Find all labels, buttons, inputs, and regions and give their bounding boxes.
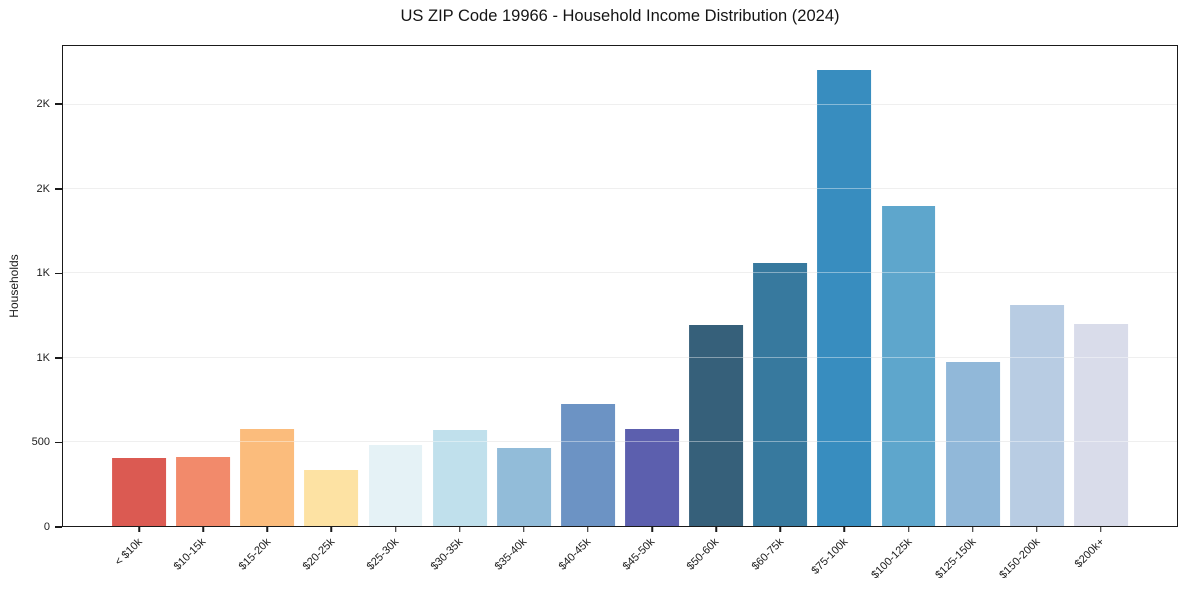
x-tick-mark [266, 526, 269, 532]
y-axis: 0 500 1K 1K 2K 2K [0, 45, 62, 533]
bar-slot: $125-150k [933, 46, 1005, 581]
y-tick-label: 500 [31, 436, 50, 449]
chart-title: US ZIP Code 19966 - Household Income Dis… [400, 7, 840, 25]
y-tick-label: 0 [43, 521, 50, 533]
bar [1074, 323, 1128, 526]
bar-slot: $20-25k [299, 46, 363, 573]
bars-row: < $10k $10-15k $15-20k $20-25k $25-30k $30-35… [63, 46, 1177, 581]
bar [561, 403, 615, 526]
x-tick-label: $75-100k [808, 536, 850, 577]
x-tick-mark [458, 526, 461, 532]
x-tick-label: $40-45k [556, 536, 594, 573]
bar-slot: $30-35k [428, 46, 492, 573]
bar [368, 445, 423, 526]
bar [689, 324, 744, 526]
bar-slot: $100-125k [869, 46, 941, 581]
x-tick-mark [843, 526, 846, 532]
x-tick-label: $45-50k [620, 536, 658, 573]
bar [753, 263, 808, 526]
gridline [63, 272, 1177, 274]
bar-slot: $50-60k [684, 46, 748, 573]
x-tick-label: $100-125k [868, 536, 915, 582]
x-tick-mark [523, 526, 525, 532]
x-tick-mark [202, 526, 204, 532]
bar [945, 361, 1000, 526]
x-tick-label: $150-200k [997, 536, 1043, 582]
bar [304, 469, 359, 526]
y-tick-label: 1K [36, 351, 50, 364]
bar [176, 456, 231, 526]
x-tick-label: $35-40k [492, 536, 530, 573]
bar-slot: $60-75k [748, 46, 812, 573]
bar-slot: $25-30k [364, 46, 428, 573]
x-tick-mark [779, 526, 782, 532]
x-tick-mark [651, 526, 653, 532]
x-tick-mark [715, 526, 717, 532]
gridline-overlay [63, 356, 1177, 358]
y-tick-mark [55, 103, 62, 105]
gridline-overlay [63, 188, 1177, 190]
gridline [63, 103, 1177, 105]
gridline-overlay [63, 103, 1177, 105]
x-tick-mark [1100, 526, 1102, 532]
y-tick-mark [55, 272, 62, 275]
x-tick-label: $20-25k [300, 536, 337, 573]
bar [496, 447, 551, 526]
x-tick-mark [1036, 526, 1038, 532]
bar-slot: $10-15k [171, 46, 235, 573]
gridlines [63, 46, 1177, 526]
x-tick-mark [907, 526, 910, 532]
bar [817, 69, 872, 526]
bar-slot: $200k+ [1069, 46, 1133, 570]
y-tick-mark [55, 441, 62, 444]
x-tick-label: $200k+ [1072, 536, 1107, 571]
bar-slot: $35-40k [492, 46, 556, 573]
x-tick-label: $25-30k [364, 536, 402, 573]
y-tick-mark [55, 526, 62, 528]
y-tick-mark [55, 188, 62, 190]
x-tick-label: $30-35k [428, 536, 466, 573]
gridline [63, 440, 1177, 442]
gridline-overlay [63, 272, 1177, 274]
x-tick-label: $15-20k [236, 536, 273, 573]
bar-slot: $45-50k [620, 46, 684, 573]
x-tick-label: $60-75k [749, 536, 786, 573]
x-tick-mark [587, 526, 589, 532]
gridlines-overlay [63, 46, 1177, 526]
plot-area: < $10k $10-15k $15-20k $20-25k $25-30k $30-35… [62, 45, 1178, 581]
bar [432, 430, 487, 526]
bar-slot: $75-100k [809, 46, 876, 577]
bar-slot: $40-45k [556, 46, 620, 573]
x-tick-label: $10-15k [172, 536, 209, 573]
x-tick-mark [138, 526, 140, 532]
bar [240, 429, 295, 526]
bar-slot: $150-200k [997, 46, 1069, 581]
bar [112, 457, 166, 526]
y-tick-label: 2K [36, 98, 50, 111]
x-tick-label: $125-150k [932, 536, 979, 582]
x-tick-mark [394, 526, 397, 532]
gridline [63, 188, 1177, 190]
bar-slot: $15-20k [235, 46, 299, 573]
y-tick-mark [55, 357, 62, 359]
x-tick-label: < $10k [112, 536, 145, 569]
x-tick-mark [971, 526, 974, 532]
bar [1009, 304, 1064, 526]
gridline [63, 356, 1177, 358]
bar [881, 206, 936, 526]
gridline-overlay [63, 440, 1177, 442]
x-tick-mark [330, 526, 333, 532]
bar-slot: < $10k [107, 46, 171, 568]
y-tick-label: 2K [36, 182, 50, 195]
y-tick-label: 1K [36, 267, 50, 280]
x-tick-label: $50-60k [685, 536, 722, 573]
bar [625, 429, 679, 526]
